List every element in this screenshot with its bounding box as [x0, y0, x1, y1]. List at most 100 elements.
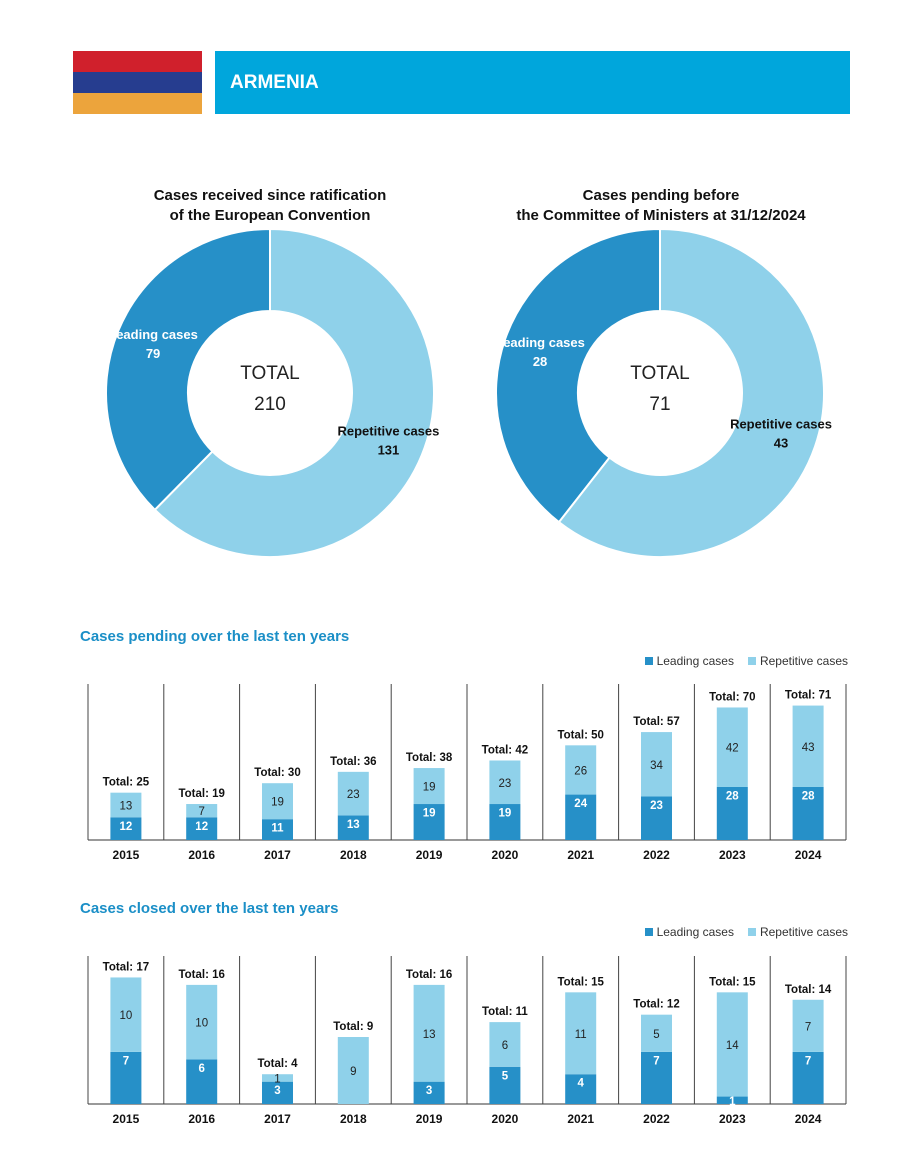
closed-value-repetitive-2018: 9: [350, 1066, 356, 1078]
pending-bar-chart: 12 13 Total: 25 2015 12 7 Total: 19 2016 11 19 Tot…: [87, 684, 847, 862]
pending-bar-repetitive-2015: [110, 792, 142, 818]
closed-tick-2015: 2015: [113, 1112, 140, 1126]
donut-received-leading-label: Leading cases: [108, 327, 198, 342]
donut-pending-center-label: TOTAL: [630, 363, 689, 384]
closed-bar-repetitive-2020: [489, 1022, 521, 1067]
pending-section-title: Cases pending over the last ten years: [80, 628, 350, 645]
pending-tick-2024: 2024: [795, 848, 822, 862]
closed-bar-leading-2015: [110, 1051, 142, 1104]
pending-tick-2021: 2021: [567, 848, 594, 862]
donut-received-slice-leading: [105, 227, 271, 512]
legend-leading: Leading cases: [644, 925, 734, 939]
closed-total-2016: Total: 16: [178, 969, 224, 981]
closed-total-2023: Total: 15: [709, 976, 756, 988]
pending-bar-leading-2023: [716, 786, 748, 840]
closed-value-repetitive-2017: 1: [274, 1073, 280, 1085]
pending-value-leading-2020: 19: [499, 808, 512, 820]
pending-value-leading-2024: 28: [802, 790, 815, 802]
closed-tick-2021: 2021: [567, 1112, 594, 1126]
closed-value-repetitive-2021: 11: [575, 1029, 587, 1041]
closed-value-repetitive-2022: 5: [653, 1029, 659, 1041]
pending-bar-repetitive-2023: [716, 707, 748, 787]
closed-bar-repetitive-2022: [641, 1014, 672, 1052]
donut-received-center-label: TOTAL: [240, 363, 299, 384]
donut-received-slice-repetitive: [153, 227, 435, 558]
donut-received-title: Cases received since ratification of the…: [90, 186, 450, 226]
closed-bar-leading-2023: [716, 1096, 748, 1104]
pending-value-repetitive-2021: 26: [574, 765, 587, 777]
pending-total-2020: Total: 42: [482, 744, 528, 756]
pending-value-repetitive-2020: 23: [499, 778, 512, 790]
pending-tick-2019: 2019: [416, 848, 443, 862]
flag-stripe-blue: [73, 72, 202, 93]
closed-bar-repetitive-2023: [716, 992, 748, 1097]
pending-tick-2023: 2023: [719, 848, 746, 862]
closed-tick-2022: 2022: [643, 1112, 670, 1126]
closed-bar-leading-2022: [641, 1051, 672, 1104]
closed-value-leading-2015: 7: [123, 1055, 129, 1067]
donut-pending-leading-label: Leading cases: [495, 335, 585, 350]
legend-leading: Leading cases: [644, 654, 734, 668]
closed-legend: Leading cases Repetitive cases: [644, 925, 848, 939]
closed-value-repetitive-2016: 10: [195, 1018, 208, 1030]
donut-pending-repetitive-label: Repetitive cases: [730, 417, 832, 432]
pending-value-repetitive-2022: 34: [650, 760, 663, 772]
pending-value-leading-2018: 13: [347, 819, 360, 831]
country-banner: ARMENIA: [215, 51, 850, 114]
closed-tick-2024: 2024: [795, 1112, 822, 1126]
pending-bar-repetitive-2021: [565, 745, 597, 795]
pending-bar-repetitive-2017: [262, 783, 293, 820]
donut-pending-title-line1: Cases pending before: [582, 187, 740, 204]
pending-value-repetitive-2015: 13: [120, 800, 133, 812]
closed-bar-leading-2024: [792, 1051, 824, 1104]
pending-value-repetitive-2024: 43: [802, 742, 815, 754]
pending-value-leading-2023: 28: [726, 790, 739, 802]
pending-tick-2018: 2018: [340, 848, 367, 862]
pending-value-repetitive-2019: 19: [423, 782, 436, 794]
donut-pending-title: Cases pending before the Committee of Mi…: [481, 186, 841, 226]
closed-value-repetitive-2024: 7: [805, 1021, 811, 1033]
pending-value-leading-2022: 23: [650, 800, 663, 812]
legend-leading-swatch: [644, 657, 653, 665]
donut-received-repetitive-label: Repetitive cases: [337, 424, 439, 439]
closed-value-repetitive-2020: 6: [502, 1040, 508, 1052]
pending-value-repetitive-2016: 7: [198, 806, 204, 818]
closed-bar-leading-2017: [262, 1081, 293, 1104]
legend-repetitive-swatch: [747, 928, 756, 936]
legend-leading-swatch: [644, 928, 653, 936]
closed-total-2020: Total: 11: [482, 1006, 528, 1018]
closed-value-leading-2022: 7: [653, 1055, 659, 1067]
pending-bar-leading-2020: [489, 804, 521, 840]
donut-pending-title-line2: the Committee of Ministers at 31/12/2024: [516, 207, 806, 224]
pending-value-leading-2016: 12: [195, 821, 208, 833]
closed-total-2015: Total: 17: [103, 961, 149, 973]
legend-repetitive-swatch: [747, 657, 756, 665]
closed-total-2019: Total: 16: [406, 969, 452, 981]
closed-value-leading-2024: 7: [805, 1055, 811, 1067]
pending-total-2017: Total: 30: [254, 767, 300, 779]
legend-repetitive: Repetitive cases: [747, 925, 848, 939]
pending-bar-leading-2022: [641, 796, 672, 840]
pending-bar-leading-2021: [565, 794, 597, 840]
closed-total-2021: Total: 15: [557, 976, 604, 988]
closed-tick-2016: 2016: [188, 1112, 215, 1126]
pending-tick-2017: 2017: [264, 848, 291, 862]
legend-leading-label: Leading cases: [656, 925, 734, 939]
donut-pending-total: 71: [649, 394, 670, 415]
pending-tick-2022: 2022: [643, 848, 670, 862]
donut-pending-repetitive-value: 43: [774, 436, 788, 451]
pending-bar-leading-2016: [186, 817, 218, 840]
pending-value-leading-2017: 11: [271, 823, 284, 835]
country-name: ARMENIA: [230, 71, 319, 93]
closed-value-leading-2023: 1: [729, 1096, 736, 1108]
closed-bar-leading-2021: [565, 1074, 597, 1104]
closed-total-2017: Total: 4: [257, 1058, 298, 1070]
pending-bar-repetitive-2016: [186, 804, 218, 818]
pending-total-2018: Total: 36: [330, 756, 376, 768]
closed-tick-2019: 2019: [416, 1112, 443, 1126]
pending-total-2019: Total: 38: [406, 752, 453, 764]
closed-tick-2018: 2018: [340, 1112, 367, 1126]
closed-value-leading-2016: 6: [198, 1063, 204, 1075]
closed-bar-repetitive-2024: [792, 999, 824, 1052]
pending-total-2016: Total: 19: [178, 788, 224, 800]
